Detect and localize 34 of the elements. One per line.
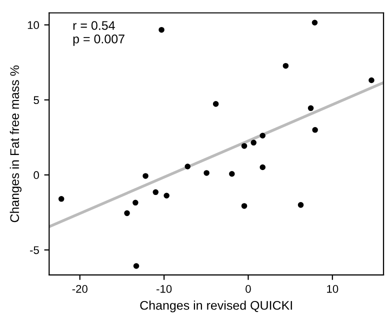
point <box>241 203 248 209</box>
y-tick-label: 0 <box>34 171 39 180</box>
point <box>58 196 64 202</box>
point <box>282 62 289 69</box>
point <box>260 132 266 138</box>
point <box>133 263 140 269</box>
point <box>142 173 148 179</box>
y-tick-label: -5 <box>30 246 39 254</box>
x-tick-label: -20 <box>72 285 88 293</box>
x-tick-label: 10 <box>327 285 338 293</box>
point <box>152 189 159 196</box>
point <box>124 210 130 216</box>
point <box>298 202 304 208</box>
point <box>158 26 164 33</box>
point <box>184 164 191 170</box>
x-axis-title: Changes in revised QUICKI <box>140 300 292 312</box>
y-tick-label: 5 <box>34 96 39 104</box>
point <box>229 170 235 177</box>
point <box>250 140 257 146</box>
x-tick-label: -10 <box>156 285 172 293</box>
y-tick-label: 10 <box>28 21 39 30</box>
annotation: r = 0.54 p = 0.007 <box>73 21 124 46</box>
point <box>204 170 210 176</box>
y-axis-title: Changes in Fat free mass % <box>10 66 22 222</box>
point <box>312 20 318 26</box>
point <box>312 127 318 133</box>
x-tick-label: 0 <box>246 285 251 293</box>
point <box>164 192 170 199</box>
point <box>260 164 266 170</box>
point <box>212 101 219 107</box>
point <box>308 105 314 112</box>
point <box>368 77 374 84</box>
point <box>241 143 248 149</box>
point <box>132 200 138 206</box>
